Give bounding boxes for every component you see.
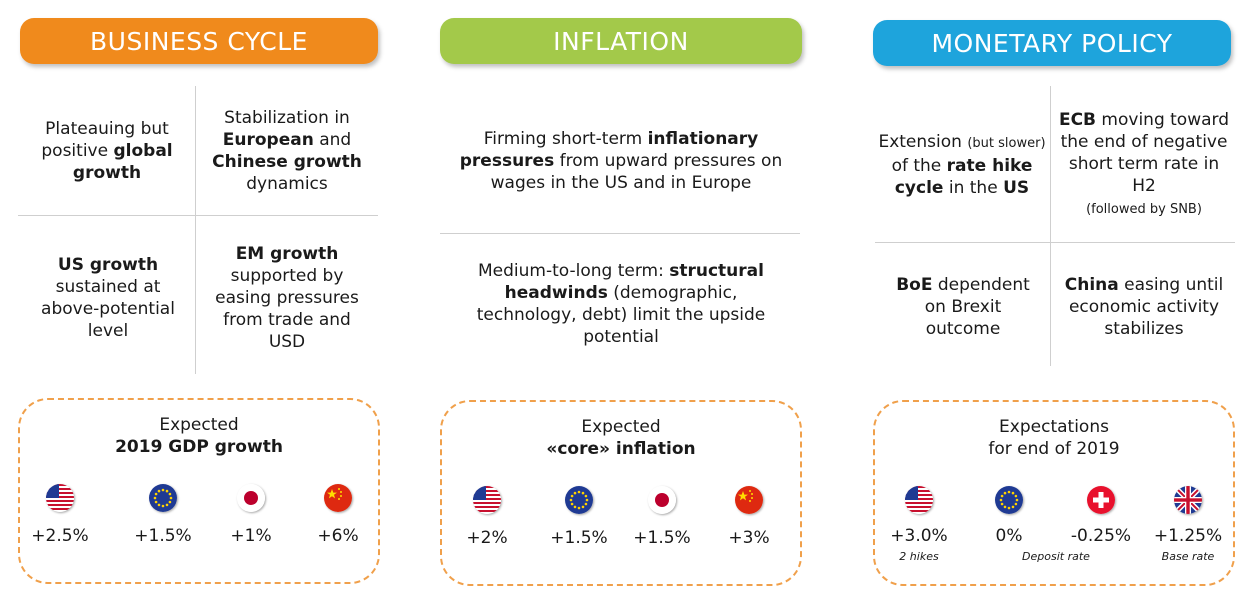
us-flag-icon <box>46 484 74 512</box>
divider <box>440 233 800 234</box>
bc-global-growth: Plateauing but positive global growth <box>41 119 173 183</box>
expected-value: +1.25% <box>1153 526 1223 546</box>
japan-flag-icon <box>237 484 265 512</box>
box-title: Expected <box>581 417 661 437</box>
bc-europe-china: Stabilization in European and Chinese gr… <box>212 108 362 194</box>
us-flag-icon <box>905 486 933 514</box>
mp-ecb: ECB moving toward the end of negative sh… <box>1058 110 1230 217</box>
divider <box>875 242 1235 243</box>
eu-flag-icon <box>565 486 593 514</box>
expected-value: +1.5% <box>550 528 608 548</box>
gdp-growth-box: Expected 2019 GDP growth +2.5% +1.5% +1% +6… <box>18 398 380 584</box>
box-subtitle: «core» inflation <box>546 439 696 459</box>
china-flag-icon <box>324 484 352 512</box>
inf-long-term: Medium-to-long term: structural headwind… <box>476 261 766 347</box>
uk-flag-icon <box>1174 486 1202 514</box>
divider <box>1050 86 1051 366</box>
expected-value: +1.5% <box>633 528 691 548</box>
eu-flag-icon <box>149 484 177 512</box>
expected-value: +1% <box>230 526 272 546</box>
expected-value: +3% <box>728 528 770 548</box>
bc-em-growth: EM growth supported by easing pressures … <box>215 244 359 352</box>
box-subtitle: 2019 GDP growth <box>115 437 283 457</box>
expected-value: 0% <box>995 526 1023 546</box>
expected-value: +2% <box>466 528 508 548</box>
box-subtitle: for end of 2019 <box>988 439 1120 459</box>
monetary-policy-header: MONETARY POLICY <box>873 20 1231 66</box>
business-cycle-header: BUSINESS CYCLE <box>20 18 378 64</box>
expected-value: +3.0% <box>890 526 948 546</box>
expected-value: +6% <box>317 526 359 546</box>
expected-value: +1.5% <box>134 526 192 546</box>
inflation-header: INFLATION <box>440 18 802 64</box>
divider <box>18 215 378 216</box>
divider <box>195 86 196 374</box>
mp-us-rate-hikes: Extension (but slower) of the rate hike … <box>878 132 1046 198</box>
expected-value: +2.5% <box>31 526 89 546</box>
swiss-flag-icon <box>1087 486 1115 514</box>
mp-boe: BoE dependent on Brexit outcome <box>896 275 1030 339</box>
mp-china: China easing until economic activity sta… <box>1064 275 1224 339</box>
eu-flag-icon <box>995 486 1023 514</box>
bc-us-growth: US growth sustained at above-potential l… <box>41 255 175 341</box>
inf-short-term: Firming short-term inflationary pressure… <box>459 129 783 193</box>
china-flag-icon <box>735 486 763 514</box>
us-flag-icon <box>473 486 501 514</box>
box-title: Expected <box>159 415 239 435</box>
japan-flag-icon <box>648 486 676 514</box>
monetary-expectations-box: Expectations for end of 2019 +3.0% 2 hike… <box>873 400 1235 586</box>
deposit-rate-note: Deposit rate <box>1022 550 1090 563</box>
value-note: Base rate <box>1161 550 1215 563</box>
box-title: Expectations <box>999 417 1109 437</box>
core-inflation-box: Expected «core» inflation +2% +1.5% +1.5% +… <box>440 400 802 586</box>
value-note: 2 hikes <box>899 550 939 563</box>
expected-value: -0.25% <box>1070 526 1132 546</box>
